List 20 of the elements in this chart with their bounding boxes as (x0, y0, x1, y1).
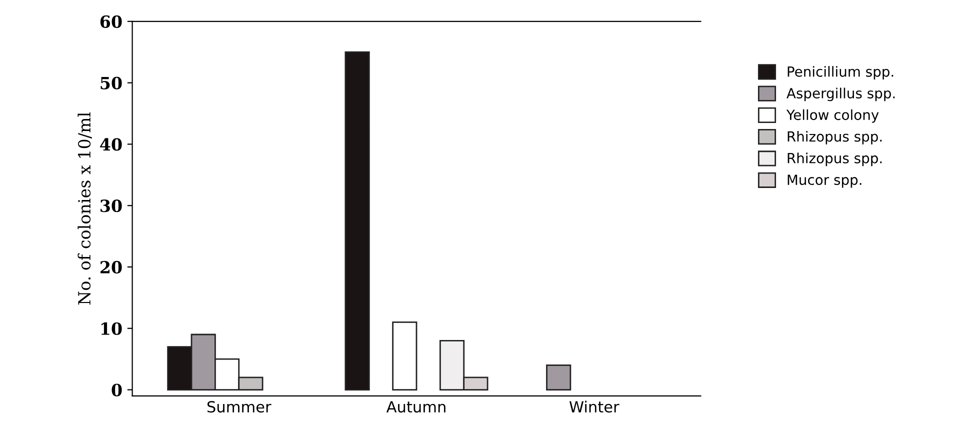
y-tick-label: 60 (100, 15, 122, 28)
legend-label: Aspergillus spp. (786, 88, 895, 102)
bar (546, 364, 572, 390)
bar (344, 51, 370, 390)
y-tick-label: 40 (100, 138, 122, 151)
legend-label: Mucor spp. (788, 174, 862, 188)
y-tick-label: 10 (101, 322, 122, 335)
y-tick-label: 50 (100, 76, 122, 90)
y-tick-label: 20 (100, 260, 122, 274)
legend-label: Penicillium spp. (788, 66, 894, 80)
legend-label: Yellow colony (786, 109, 879, 123)
legend-label: Rhizopus spp. (788, 152, 882, 166)
y-tick-label: 0 (112, 384, 122, 396)
bar (392, 322, 418, 390)
legend-label: Rhizopus spp. (788, 130, 882, 144)
x-tick-label: Autumn (386, 401, 446, 413)
y-axis-title: No. of colonies x 10/ml (78, 112, 92, 305)
y-tick-label: 30 (100, 200, 122, 212)
x-tick-label: Summer (207, 401, 272, 413)
x-tick-label: Winter (569, 400, 620, 413)
